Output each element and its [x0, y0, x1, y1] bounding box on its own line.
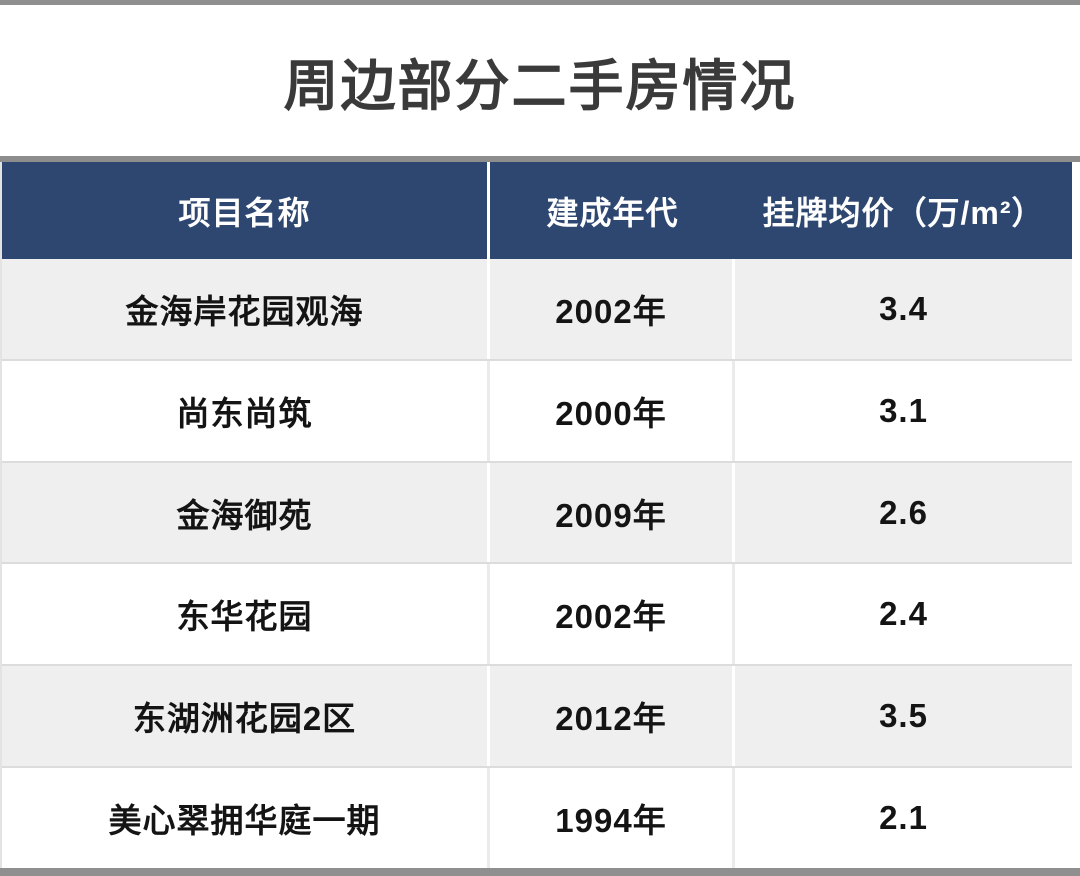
header-cell-project-name: 项目名称 [2, 162, 490, 259]
title-area: 周边部分二手房情况 [0, 5, 1080, 156]
table-row: 金海御苑 2009年 2.6 [2, 460, 1072, 563]
cell-year-built: 2000年 [490, 360, 735, 461]
bottom-border-bar [0, 868, 1080, 876]
cell-avg-price: 2.4 [879, 595, 928, 633]
cell-avg-price: 3.5 [879, 697, 928, 735]
cell-year-built: 1994年 [490, 768, 735, 868]
table-row: 东华花园 2002年 2.4 [2, 562, 1072, 665]
page-title: 周边部分二手房情况 [283, 54, 797, 117]
cell-project-name: 金海御苑 [2, 462, 490, 563]
header-cell-avg-price: 挂牌均价（万/m²） [762, 194, 1045, 231]
table-header-row: 项目名称 建成年代 挂牌均价（万/m²） [2, 162, 1072, 259]
table-row: 东湖洲花园2区 2012年 3.5 [2, 664, 1072, 767]
header-cell-year-built: 建成年代 [546, 194, 679, 231]
table-row: 美心翠拥华庭一期 1994年 2.1 [2, 766, 1072, 868]
top-border-bar [0, 0, 1080, 5]
table-body: 金海岸花园观海 2002年 3.4 尚东尚筑 2000年 3.1 金海御苑 20… [2, 259, 1072, 868]
cell-project-name: 东华花园 [2, 564, 490, 665]
cell-project-name: 金海岸花园观海 [2, 259, 490, 359]
second-hand-housing-table: 项目名称 建成年代 挂牌均价（万/m²） 金海岸花园观海 2002年 3.4 尚… [0, 162, 1072, 868]
cell-project-name: 尚东尚筑 [2, 360, 490, 461]
separator-bar [0, 156, 1080, 162]
cell-year-built: 2009年 [490, 462, 735, 563]
cell-project-name: 东湖洲花园2区 [2, 666, 490, 767]
cell-year-built: 2012年 [490, 666, 735, 767]
cell-avg-price: 3.4 [879, 289, 928, 327]
cell-avg-price: 3.1 [879, 391, 928, 429]
table-row: 尚东尚筑 2000年 3.1 [2, 358, 1072, 461]
table-row: 金海岸花园观海 2002年 3.4 [2, 259, 1072, 359]
cell-year-built: 2002年 [490, 564, 735, 665]
cell-avg-price: 2.1 [879, 799, 928, 837]
cell-avg-price: 2.6 [879, 493, 928, 531]
cell-year-built: 2002年 [490, 259, 735, 359]
cell-project-name: 美心翠拥华庭一期 [2, 768, 490, 868]
